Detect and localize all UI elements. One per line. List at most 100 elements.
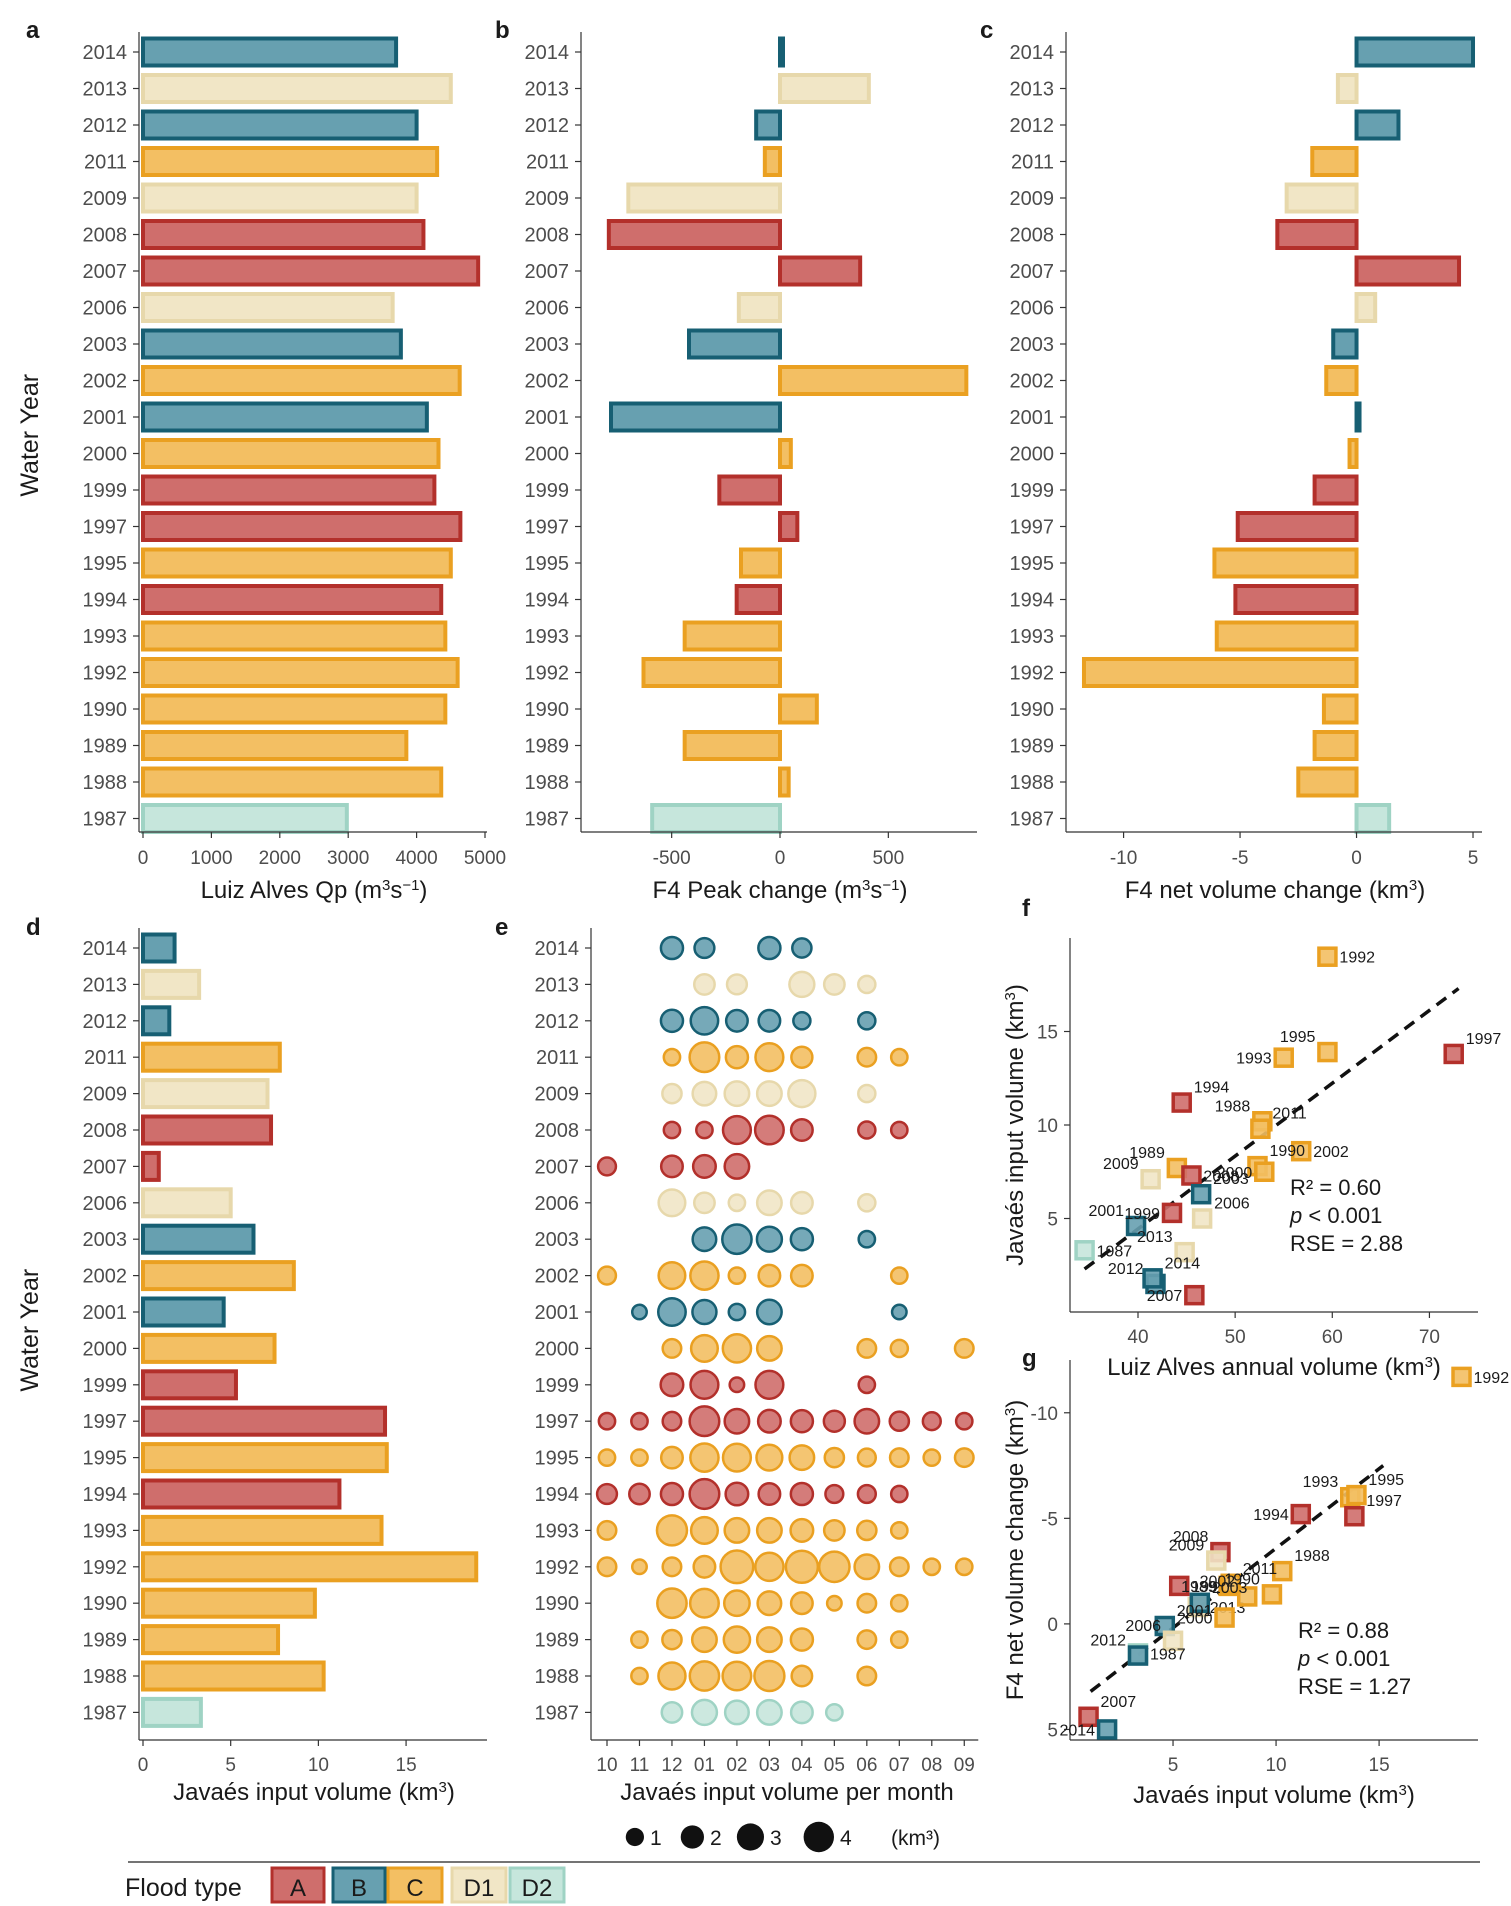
y-tick-label-f: 5 bbox=[1047, 1210, 1058, 1231]
bubble-1987-03 bbox=[755, 1698, 783, 1726]
panel-letter-g: g bbox=[1022, 1345, 1037, 1372]
point-g-2003 bbox=[1189, 1592, 1211, 1614]
bubble-1989-11 bbox=[630, 1630, 649, 1650]
bubble-1999-12 bbox=[659, 1372, 685, 1398]
x-tick-label-e: 01 bbox=[694, 1755, 715, 1776]
x-tick-label-e: 03 bbox=[759, 1755, 780, 1776]
bubble-1992-07 bbox=[888, 1556, 910, 1578]
bar-b-1993 bbox=[682, 620, 783, 652]
point-label-f-1997: 1997 bbox=[1466, 1031, 1502, 1048]
bubble-1997-09 bbox=[954, 1411, 974, 1431]
bar-b-2002 bbox=[778, 365, 969, 396]
bubble-2013-05 bbox=[822, 972, 846, 996]
y-tick-label-c: 2002 bbox=[1010, 371, 1055, 393]
y-tick-label-a: 2003 bbox=[83, 334, 128, 356]
bubble-2002-03 bbox=[757, 1263, 782, 1288]
y-tick-label-b: 2013 bbox=[525, 79, 570, 101]
bubble-1994-01 bbox=[688, 1477, 721, 1511]
bar-c-2011 bbox=[1310, 146, 1359, 177]
size-legend-dot-3 bbox=[736, 1823, 764, 1851]
bar-a-2003 bbox=[141, 328, 403, 360]
bar-d-1999 bbox=[141, 1369, 238, 1401]
bubble-2009-12 bbox=[661, 1082, 683, 1105]
bar-a-1992 bbox=[141, 657, 460, 688]
point-g-1997 bbox=[1344, 1505, 1365, 1527]
bar-c-2008 bbox=[1275, 219, 1359, 250]
point-label-f-1990: 1990 bbox=[1269, 1143, 1305, 1160]
legend-swatch-A bbox=[270, 1866, 326, 1904]
point-g-2011 bbox=[1220, 1573, 1241, 1595]
bubble-2007-02 bbox=[723, 1152, 751, 1180]
point-label-f-2001: 2001 bbox=[1088, 1203, 1124, 1220]
bubble-2000-01 bbox=[689, 1333, 720, 1363]
bar-d-2003 bbox=[141, 1223, 256, 1255]
y-tick-label-a: 2002 bbox=[83, 371, 128, 393]
y-tick-label-e: 1988 bbox=[535, 1666, 580, 1688]
bubble-1997-05 bbox=[822, 1409, 847, 1433]
y-tick-label-d: 2001 bbox=[83, 1302, 128, 1324]
point-g-2002 bbox=[1236, 1586, 1258, 1607]
bar-c-1990 bbox=[1321, 693, 1359, 725]
bar-b-1990 bbox=[778, 693, 819, 725]
panel-letter-d: d bbox=[26, 914, 41, 941]
point-g-1992 bbox=[1451, 1366, 1472, 1388]
y-tick-label-b: 2007 bbox=[525, 261, 570, 283]
bubble-1997-04 bbox=[789, 1408, 815, 1434]
point-label-g-1993: 1993 bbox=[1303, 1474, 1339, 1491]
x-tick-label-d: 5 bbox=[225, 1755, 236, 1776]
bubble-1989-12 bbox=[661, 1628, 683, 1651]
panel-letter-b: b bbox=[495, 17, 510, 44]
x-tick-label-e: 04 bbox=[791, 1755, 813, 1776]
bubble-1988-06 bbox=[856, 1665, 878, 1687]
bar-d-2013 bbox=[141, 968, 202, 1000]
y-tick-label-e: 1993 bbox=[535, 1520, 580, 1542]
bubble-1993-12 bbox=[655, 1514, 689, 1547]
point-f-2002 bbox=[1290, 1140, 1312, 1162]
x-tick-label-e: 12 bbox=[661, 1755, 682, 1776]
point-label-f-1995: 1995 bbox=[1280, 1029, 1316, 1046]
bar-b-2014 bbox=[778, 36, 785, 68]
y-tick-label-c: 1994 bbox=[1010, 590, 1055, 612]
bubble-1989-03 bbox=[755, 1626, 783, 1654]
y-tick-label-d: 1992 bbox=[83, 1557, 128, 1579]
y-tick-label-a: 1990 bbox=[83, 699, 128, 721]
y-tick-label-c: 2013 bbox=[1010, 79, 1055, 101]
bar-d-1988 bbox=[141, 1660, 326, 1692]
bubble-1999-03 bbox=[754, 1369, 785, 1400]
point-f-2003 bbox=[1190, 1183, 1212, 1205]
bubble-1995-05 bbox=[823, 1446, 846, 1469]
y-tick-label-g: 0 bbox=[1047, 1615, 1058, 1636]
bar-b-2013 bbox=[778, 73, 871, 104]
size-legend-label-2: 2 bbox=[710, 1827, 722, 1850]
bar-c-2003 bbox=[1331, 328, 1359, 360]
y-tick-label-a: 2000 bbox=[83, 444, 128, 466]
bubble-1994-05 bbox=[824, 1483, 845, 1505]
y-tick-label-e: 2008 bbox=[535, 1120, 580, 1142]
stats-r2-g: R² = 0.88 bbox=[1298, 1618, 1389, 1643]
bar-c-1988 bbox=[1296, 766, 1359, 798]
y-tick-label-b: 1994 bbox=[525, 590, 570, 612]
point-label-g-2006: 2006 bbox=[1125, 1618, 1161, 1635]
point-f-1995 bbox=[1317, 1041, 1338, 1063]
bar-a-2002 bbox=[141, 365, 462, 396]
bubble-1993-04 bbox=[789, 1517, 815, 1543]
bubble-1997-03 bbox=[756, 1408, 782, 1434]
x-tick-label-a: 0 bbox=[138, 848, 149, 869]
point-f-2009 bbox=[1140, 1168, 1161, 1190]
y-tick-label-a: 2007 bbox=[83, 261, 128, 283]
bar-a-2007 bbox=[141, 255, 481, 287]
point-label-g-1997: 1997 bbox=[1366, 1493, 1402, 1510]
x-tick-label-e: 08 bbox=[921, 1755, 942, 1776]
point-label-g-1989: 1989 bbox=[1181, 1579, 1217, 1596]
y-tick-label-d: 2003 bbox=[83, 1229, 128, 1251]
bar-a-2008 bbox=[141, 219, 426, 250]
bubble-1992-05 bbox=[817, 1550, 851, 1584]
bar-b-2012 bbox=[754, 109, 783, 141]
bar-d-2000 bbox=[141, 1332, 277, 1364]
y-tick-label-b: 1993 bbox=[525, 626, 570, 648]
bubble-1995-11 bbox=[630, 1448, 649, 1468]
y-tick-label-c: 2007 bbox=[1010, 261, 1055, 283]
bubble-2008-12 bbox=[662, 1120, 682, 1140]
bubble-1995-03 bbox=[755, 1443, 784, 1472]
bubble-2012-02 bbox=[724, 1008, 749, 1033]
